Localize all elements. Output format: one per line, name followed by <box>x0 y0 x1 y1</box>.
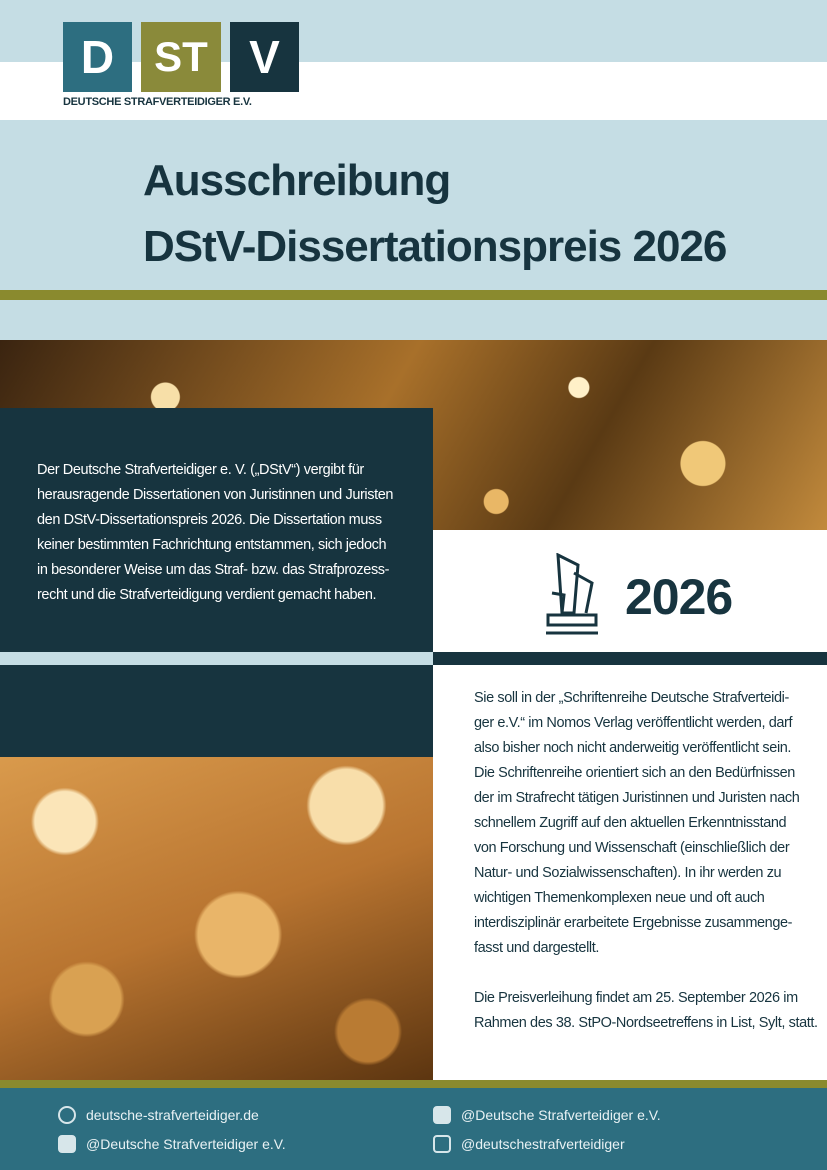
text-line: Der Deutsche Strafverteidiger e. V. („DS… <box>37 462 364 478</box>
text-line: von Forschung und Wissenschaft (einschli… <box>474 840 790 856</box>
logo-d: D <box>63 22 132 92</box>
olive-rule <box>0 290 827 300</box>
body-text: Sie soll in der „Schriftenreihe Deutsche… <box>474 686 818 1036</box>
intro-text: Der Deutsche Strafverteidiger e. V. („DS… <box>37 458 393 608</box>
title-line: Ausschreibung <box>143 156 451 205</box>
instagram-text[interactable]: @deutschestrafverteidiger <box>461 1136 625 1152</box>
text-line: also bisher noch nicht anderweitig veröf… <box>474 740 792 756</box>
title: Ausschreibung DStV-Dissertationspreis 20… <box>143 148 727 280</box>
text-line: der im Strafrecht tätigen Juristinnen un… <box>474 790 800 806</box>
paragraph: Sie soll in der „Schriftenreihe Deutsche… <box>474 686 818 961</box>
linkedin: @Deutsche Strafverteidiger e.V. <box>58 1135 286 1153</box>
logo-st: ST <box>141 22 221 92</box>
logo-name: DEUTSCHE STRAFVERTEIDIGER E.V. <box>63 96 252 108</box>
photo <box>0 757 433 1080</box>
instagram-icon <box>433 1135 451 1153</box>
globe-icon <box>58 1106 76 1124</box>
facebook-icon <box>433 1106 451 1124</box>
text-line: Die Preisverleihung findet am 25. Septem… <box>474 990 798 1006</box>
linkedin-icon <box>58 1135 76 1153</box>
light-strip <box>0 652 433 665</box>
text-line: ger e.V.“ im Nomos Verlag veröffentlicht… <box>474 715 793 731</box>
text-line: Sie soll in der „Schriftenreihe Deutsche… <box>474 690 789 706</box>
linkedin-text[interactable]: @Deutsche Strafverteidiger e.V. <box>86 1136 286 1152</box>
text-line: Natur- und Sozialwissenschaften). In ihr… <box>474 865 782 881</box>
instagram: @deutschestrafverteidiger <box>433 1135 625 1153</box>
intro-box <box>0 408 433 652</box>
text-line: in besonderer Weise um das Straf- bzw. d… <box>37 562 390 578</box>
text-line: Rahmen des 38. StPO-Nordseetreffens in L… <box>474 1015 818 1031</box>
top-band <box>0 0 827 62</box>
text-line: recht und die Strafverteidigung verdient… <box>37 587 377 603</box>
text-line: interdisziplinär erarbeitete Ergebnisse … <box>474 915 793 931</box>
text-line: keiner bestimmten Fachrichtung entstamme… <box>37 537 387 553</box>
title-band <box>0 120 827 340</box>
olive-rule <box>0 1080 827 1088</box>
trophy-icon <box>546 553 598 635</box>
text-line: herausragende Dissertationen von Juristi… <box>37 487 394 503</box>
text-line: fasst und dargestellt. <box>474 940 599 956</box>
website-text[interactable]: deutsche-strafverteidiger.de <box>86 1107 259 1123</box>
facebook: @Deutsche Strafverteidiger e.V. <box>433 1106 661 1124</box>
dark-strip <box>433 652 827 665</box>
paragraph: Die Preisverleihung findet am 25. Septem… <box>474 986 818 1036</box>
text-line: den DStV-Dissertationspreis 2026. Die Di… <box>37 512 382 528</box>
website: deutsche-strafverteidiger.de <box>58 1106 259 1124</box>
facebook-text[interactable]: @Deutsche Strafverteidiger e.V. <box>461 1107 661 1123</box>
title-line: DStV-Dissertationspreis 2026 <box>143 222 727 271</box>
text-line: schnellem Zugriff auf den aktuellen Erke… <box>474 815 787 831</box>
footer <box>0 1088 827 1170</box>
year: 2026 <box>625 569 733 625</box>
text-line: Die Schriftenreihe orientiert sich an de… <box>474 765 795 781</box>
logo-v: V <box>230 22 299 92</box>
text-line: wichtigen Themenkomplexen neue und oft a… <box>474 890 765 906</box>
dark-box <box>0 665 433 757</box>
